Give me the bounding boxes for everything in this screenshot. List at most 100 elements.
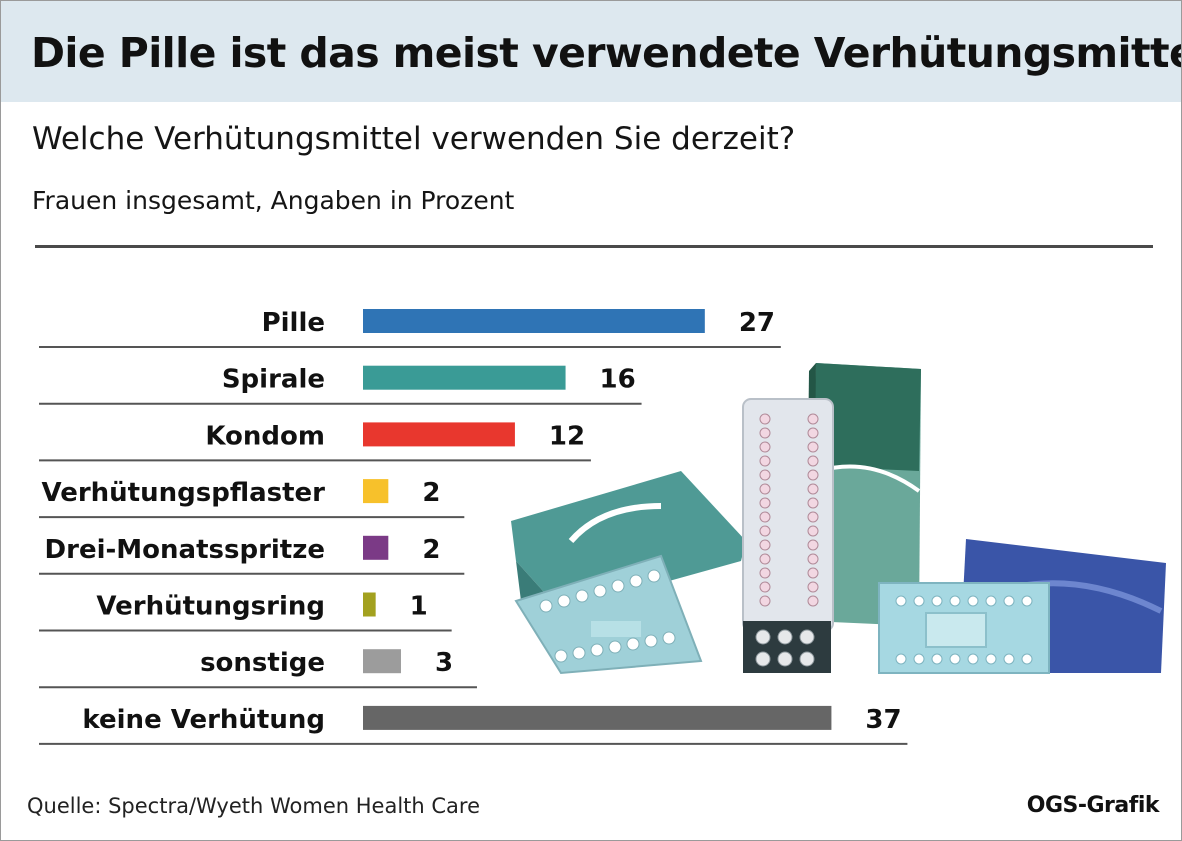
category-label: Spirale: [222, 365, 325, 395]
pill-dot: [759, 469, 771, 481]
pill-dot: [807, 511, 819, 523]
pill-dot: [539, 599, 553, 613]
pill-dot: [572, 646, 586, 660]
value-label: 2: [422, 535, 440, 565]
bar: [363, 535, 389, 560]
category-label: Drei-Monatsspritze: [45, 535, 325, 565]
pill-dot: [759, 413, 771, 425]
pill-dot: [759, 553, 771, 565]
bar: [363, 479, 389, 504]
bar: [363, 705, 832, 730]
value-label: 37: [865, 705, 901, 735]
pill-dot: [985, 595, 997, 607]
pill-dot: [590, 643, 604, 657]
bar: [363, 422, 515, 447]
category-label: Verhütungsring: [96, 592, 325, 622]
pill-dot: [931, 595, 943, 607]
pill-dot: [807, 525, 819, 537]
pill-dot: [807, 455, 819, 467]
pill-dot: [575, 589, 589, 603]
pill-dot: [1003, 653, 1015, 665]
pill-dot: [807, 567, 819, 579]
pill-dot: [807, 469, 819, 481]
pill-dot: [626, 637, 640, 651]
pill-dot: [759, 511, 771, 523]
category-label: Verhütungspflaster: [42, 478, 326, 508]
category-label: Pille: [262, 308, 325, 338]
pill-dot: [895, 653, 907, 665]
category-label: Kondom: [205, 421, 325, 451]
value-label: 2: [422, 478, 440, 508]
pill-dot: [759, 497, 771, 509]
pill-dot: [799, 651, 815, 667]
pill-dot: [759, 595, 771, 607]
value-label: 3: [435, 648, 453, 678]
pill-dot: [759, 567, 771, 579]
pill-dot: [807, 595, 819, 607]
pill-dot: [895, 595, 907, 607]
pill-dot: [913, 595, 925, 607]
bar: [363, 309, 705, 333]
pill-dot: [593, 584, 607, 598]
pill-dot: [759, 427, 771, 439]
source-note: Quelle: Spectra/Wyeth Women Health Care: [27, 794, 480, 818]
pill-dot: [608, 640, 622, 654]
pill-dot: [985, 653, 997, 665]
pill-dot: [759, 483, 771, 495]
bar: [363, 649, 401, 674]
pill-dot: [807, 413, 819, 425]
chart-subtitle: Welche Verhütungsmittel verwenden Sie de…: [32, 121, 796, 157]
pill-dot: [759, 441, 771, 453]
pill-dot: [644, 634, 658, 648]
pill-dot: [759, 525, 771, 537]
pill-dot: [807, 441, 819, 453]
pill-dot: [759, 455, 771, 467]
pill-dot: [931, 653, 943, 665]
pill-dot: [949, 595, 961, 607]
value-label: 1: [410, 592, 428, 622]
chart-title: Die Pille ist das meist verwendete Verhü…: [31, 29, 1182, 77]
pill-dot: [967, 653, 979, 665]
pill-dot: [807, 483, 819, 495]
pill-dot: [647, 569, 661, 583]
title-banner: Die Pille ist das meist verwendete Verhü…: [1, 1, 1181, 102]
pill-dot: [629, 574, 643, 588]
unit-note: Frauen insgesamt, Angaben in Prozent: [32, 186, 515, 215]
pill-dot: [777, 629, 793, 645]
pill-blister-right: [878, 582, 1050, 674]
pill-dot: [913, 653, 925, 665]
pill-dot: [777, 651, 793, 667]
pill-dot: [611, 579, 625, 593]
bar: [363, 365, 566, 390]
pill-dot: [557, 594, 571, 608]
pill-dot: [807, 553, 819, 565]
bar: [363, 592, 376, 617]
category-label: sonstige: [200, 648, 325, 678]
pill-dot: [967, 595, 979, 607]
pill-dot: [1003, 595, 1015, 607]
pill-dot: [949, 653, 961, 665]
brand-logo-text: OGS-Grafik: [1026, 793, 1160, 818]
value-label: 12: [549, 421, 585, 451]
pill-dot: [807, 427, 819, 439]
pill-dot: [1021, 595, 1033, 607]
pill-dot: [807, 497, 819, 509]
pill-dot: [755, 651, 771, 667]
pill-dot: [1021, 653, 1033, 665]
pill-dot: [807, 581, 819, 593]
pill-dot: [759, 539, 771, 551]
pill-dot: [554, 649, 568, 663]
pill-dot: [662, 631, 676, 645]
value-label: 16: [600, 365, 636, 395]
header-divider: [35, 245, 1153, 248]
value-label: 27: [739, 308, 775, 338]
pill-dots: [539, 413, 1033, 667]
pill-dot: [799, 629, 815, 645]
category-label: keine Verhütung: [82, 705, 325, 735]
pill-dot: [759, 581, 771, 593]
pill-dot: [755, 629, 771, 645]
pill-dot: [807, 539, 819, 551]
